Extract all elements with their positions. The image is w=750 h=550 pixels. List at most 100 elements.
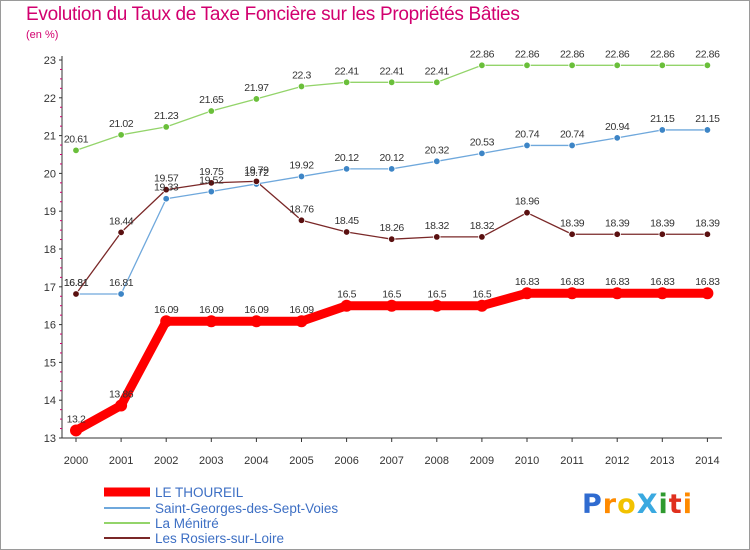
data-point [252,177,261,186]
data-label: 16.83 [695,276,720,288]
data-point [430,299,443,312]
data-point [72,290,80,298]
data-point [295,315,308,328]
x-tick-label: 2003 [199,455,223,467]
x-tick-label: 2007 [379,455,403,467]
data-label: 18.39 [605,217,630,229]
data-label: 16.09 [289,304,314,316]
data-label: 13.2 [67,413,86,425]
data-label: 22.86 [560,48,585,60]
data-label: 18.45 [334,215,359,227]
data-point [250,315,263,328]
data-label: 19.72 [244,167,269,179]
x-tick-label: 2011 [560,455,584,467]
data-point [523,209,531,217]
x-tick-label: 2006 [334,455,358,467]
data-point [703,230,712,238]
data-label: 22.86 [515,48,540,60]
data-point [701,287,714,300]
data-point [478,233,486,241]
chart-title: Evolution du Taux de Taxe Foncière sur l… [26,4,520,25]
data-point [162,195,170,203]
legend: LE THOUREILSaint-Georges-des-Sept-VoiesL… [104,485,338,546]
data-label: 18.39 [650,217,675,229]
logo-letter: P [582,489,603,520]
data-point [252,95,261,103]
data-point [433,233,441,241]
data-label: 21.65 [199,94,224,106]
y-tick-label: 23 [44,55,56,67]
data-label: 20.32 [425,144,450,156]
data-point [207,187,215,196]
data-label: 21.15 [695,113,720,125]
data-point [568,141,576,150]
data-label: 20.61 [64,133,89,145]
data-label: 22.3 [292,69,311,81]
data-point [297,172,306,181]
data-label: 21.97 [244,82,269,94]
y-tick-label: 14 [44,395,56,407]
data-point [703,61,712,69]
data-point [162,185,170,194]
legend-label: La Ménitré [155,516,219,531]
series-labels: 20.61 21.02 21.23 21.65 21.97 22.3 22.41 22.41 2… [64,48,721,425]
data-label: 19.79 [244,164,269,176]
x-tick-label: 2012 [605,455,629,467]
y-tick-label: 19 [44,206,56,218]
logo-letter: X [636,489,659,520]
data-point [205,315,218,328]
data-point [475,299,488,312]
data-label: 19.52 [199,175,224,187]
data-point [160,315,173,328]
data-point [613,134,621,142]
data-point [613,61,621,69]
data-point [433,78,441,87]
data-label: 16.81 [64,277,89,289]
data-label: 19.57 [154,173,179,185]
x-tick-label: 2008 [425,455,449,467]
x-tick-label: 2010 [515,455,539,467]
x-tick-label: 2002 [154,455,178,467]
y-tick-label: 18 [44,244,56,256]
data-label: 18.44 [109,215,134,227]
data-label: 21.02 [109,118,134,130]
data-label: 20.94 [605,121,630,133]
data-point [478,149,486,158]
data-label: 19.33 [154,182,179,194]
data-point [117,290,125,298]
data-point [117,131,125,139]
data-point [523,61,531,69]
data-point [568,61,576,69]
data-point [658,61,666,69]
data-label: 18.32 [470,220,495,232]
data-point [162,123,170,131]
data-label: 22.86 [695,48,720,60]
data-point [342,228,351,236]
data-label: 20.12 [380,152,405,164]
data-label: 22.41 [425,65,450,77]
legend-label: Saint-Georges-des-Sept-Voies [155,501,338,516]
data-point [207,107,215,115]
data-label: 18.26 [380,222,405,234]
data-point [703,126,712,134]
unit-label: (en %) [26,29,59,41]
data-label: 16.09 [199,304,224,316]
data-point [340,299,353,312]
data-point [433,157,441,166]
x-tick-label: 2009 [470,455,494,467]
data-label: 21.23 [154,110,179,122]
series-line-2 [75,64,709,151]
data-point [207,179,215,187]
data-label: 16.09 [244,304,269,316]
data-label: 16.83 [650,276,675,288]
data-label: 16.5 [337,289,356,301]
data-point [611,287,624,300]
data-label: 22.41 [334,65,359,77]
data-label: 18.39 [695,217,720,229]
data-point [297,82,306,91]
data-point [297,216,306,224]
y-tick-label: 20 [44,168,56,180]
data-label: 18.32 [425,220,450,232]
data-point [658,230,666,238]
data-label: 19.92 [289,159,314,171]
